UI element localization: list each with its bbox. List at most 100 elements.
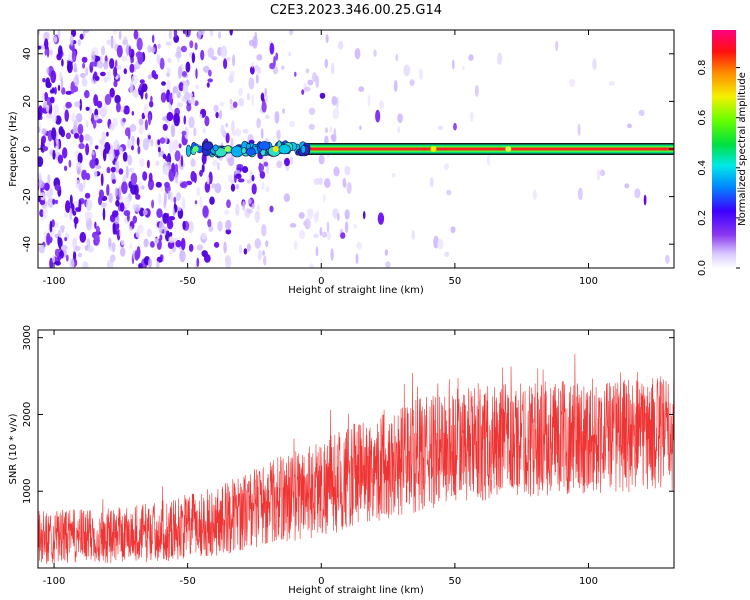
- spectrogram-cell: [373, 49, 377, 57]
- spectrogram-cell: [201, 164, 205, 173]
- spectrogram-cell: [217, 31, 222, 39]
- spectrogram-cell: [103, 60, 109, 70]
- spectrogram-cell: [82, 62, 86, 69]
- spectrogram-cell: [133, 30, 139, 40]
- spectrogram-cell: [358, 86, 365, 92]
- spectrogram-cell: [64, 237, 67, 242]
- spectrogram-cell: [89, 135, 93, 146]
- spectrogram-cell: [164, 181, 170, 188]
- spectrogram-cell: [195, 68, 198, 80]
- spectrogram-cell: [190, 170, 196, 182]
- spectrogram-cell: [123, 68, 128, 75]
- spectrogram-cell: [106, 39, 111, 45]
- spectrogram-cell: [308, 123, 315, 131]
- spectrogram-cell: [142, 171, 148, 181]
- spectrogram-cell: [150, 95, 153, 102]
- spectrogram-cell: [213, 104, 219, 113]
- spectrogram-cell: [108, 148, 115, 162]
- spectrogram-cell: [220, 45, 228, 58]
- spectrogram-cell: [159, 137, 166, 144]
- spectrogram-cell: [362, 211, 366, 220]
- spectrogram-cell: [444, 163, 449, 171]
- spectrogram-cell: [313, 212, 319, 223]
- spectrogram-cell: [94, 108, 99, 118]
- snr-x-tick-label-4: 100: [579, 576, 598, 587]
- signal-band-peak: [272, 146, 279, 152]
- spectrogram-cell: [128, 45, 132, 57]
- spectrogram-cell: [225, 219, 232, 231]
- spectrogram-cell: [74, 101, 81, 108]
- spectrogram-cell: [127, 154, 133, 166]
- spectrogram-cell: [156, 57, 161, 65]
- spectrogram-cell: [634, 188, 641, 199]
- spectrogram-cell: [159, 88, 166, 93]
- spectrogram-cell: [247, 198, 252, 204]
- spectrogram-cell: [158, 221, 163, 235]
- spectrogram-cell: [219, 109, 222, 120]
- spectrogram-cell: [74, 73, 80, 87]
- spectrogram-cell: [223, 241, 227, 254]
- spectrogram-cell: [196, 244, 204, 251]
- spectrogram-cell: [275, 52, 279, 61]
- spectrogram-cell: [124, 127, 131, 137]
- spectrogram-cell: [269, 42, 275, 55]
- spectrogram-cell: [39, 199, 46, 205]
- spectrogram-cell: [151, 199, 155, 209]
- spectrogram-cell: [194, 200, 198, 205]
- spectrogram-cell: [176, 206, 182, 212]
- spectrogram-cell: [118, 168, 124, 175]
- spectrogram-cell: [265, 240, 269, 248]
- spectrogram-cell: [52, 198, 56, 205]
- spectrogram-cell: [324, 58, 329, 69]
- spectrogram-cell: [309, 263, 314, 268]
- spectrogram-cell: [38, 30, 41, 36]
- spectrogram-cell: [330, 62, 335, 75]
- spectrogram-cell: [59, 225, 65, 230]
- spectrogram-cell: [263, 255, 267, 266]
- spectrogram-cell: [156, 208, 163, 219]
- spectrogram-cell: [197, 30, 202, 40]
- spectrogram-cell: [212, 159, 219, 167]
- spectrogram-cell: [94, 221, 97, 229]
- spectrogram-cell: [90, 61, 95, 67]
- spectrogram-cell: [308, 107, 316, 116]
- spectrogram-cell: [260, 128, 264, 139]
- spectrogram-cell: [638, 109, 645, 116]
- spectrogram-cell: [112, 210, 118, 218]
- spectrogram-cell: [100, 45, 106, 56]
- spectrogram-cell: [179, 249, 186, 263]
- spectrogram-cell: [44, 182, 50, 191]
- spectrogram-cell: [193, 127, 197, 137]
- spectrogram-cell: [231, 120, 235, 134]
- spectrogram-cell: [79, 33, 84, 40]
- spectrogram-cell: [204, 181, 211, 193]
- spectrogram-cell: [41, 128, 47, 135]
- spectrogram-cell: [142, 209, 148, 216]
- spectrogram-cell: [118, 146, 123, 155]
- colorbar: 0.0 0.2 0.4 0.6 0.8 Normalized spectral ampl…: [697, 30, 748, 276]
- spectrogram-cell: [298, 212, 305, 219]
- spectrogram-cell: [111, 179, 116, 184]
- spectrogram-cell: [126, 213, 130, 222]
- spectrogram-cell: [251, 203, 255, 210]
- spectrogram-cell: [209, 30, 214, 37]
- spectrogram-cell: [169, 232, 173, 237]
- spectrogram-cell: [180, 237, 186, 251]
- spectrogram-cell: [470, 111, 474, 122]
- spectrogram-cell: [391, 172, 396, 178]
- spectrogram-cell: [141, 83, 148, 92]
- spectrogram-cell: [155, 181, 162, 188]
- spectrogram-cell: [195, 84, 200, 90]
- spectrogram-cell: [159, 57, 165, 70]
- spectrogram-cell: [203, 127, 206, 134]
- spectrogram-cell: [569, 78, 576, 88]
- spectrogram-cell: [47, 174, 51, 184]
- spectrogram-cell: [129, 81, 134, 94]
- spectrogram-cell: [242, 200, 246, 211]
- spectrogram-cell: [80, 72, 86, 78]
- spectrogram-cell: [344, 221, 349, 234]
- spectrogram-cell: [132, 215, 138, 224]
- spectrogram-cell: [409, 79, 415, 86]
- spectrogram-cell: [319, 92, 326, 99]
- spectrogram-panel: -100 -50 0 50 100 -40 -20 0 20 40 Height of strai…: [8, 29, 675, 296]
